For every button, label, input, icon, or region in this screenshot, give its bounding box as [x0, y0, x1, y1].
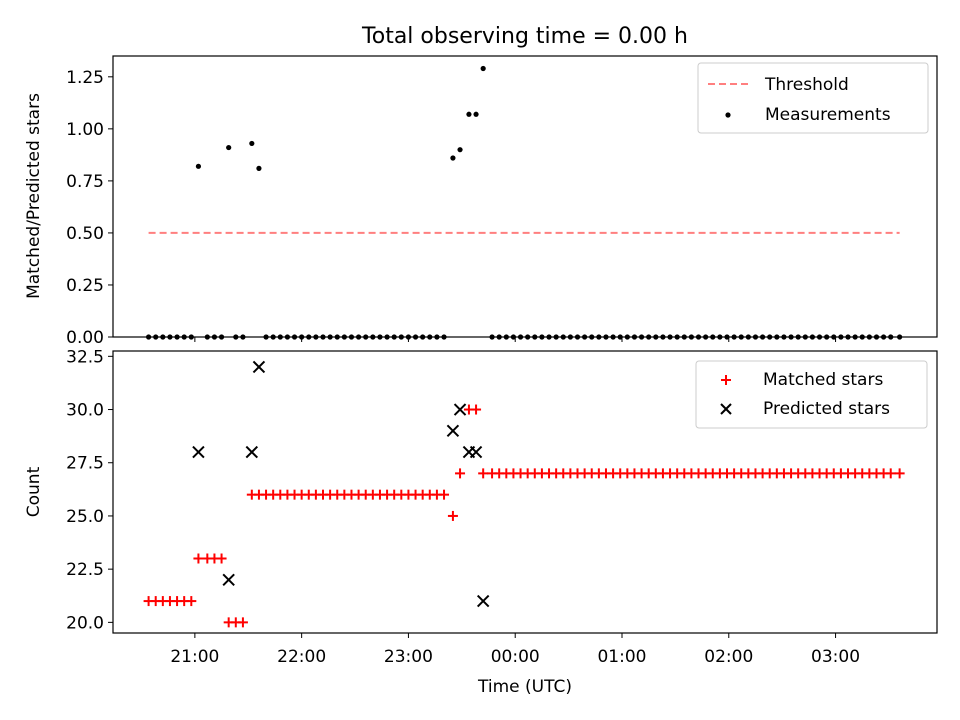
matched-stars-point — [439, 489, 450, 500]
top-y-tick-label: 0.75 — [66, 172, 104, 192]
predicted-legend-swatch — [720, 403, 732, 415]
x-tick-label: 00:00 — [491, 647, 540, 667]
bottom-y-tick-label: 25.0 — [66, 507, 104, 527]
matched-stars-point — [186, 596, 197, 607]
measurements-point — [473, 111, 479, 117]
bottom-y-tick-label: 30.0 — [66, 401, 104, 421]
matched-stars-point — [471, 404, 482, 415]
measurements-point — [457, 147, 463, 153]
top-y-axis-label: Matched/Predicted stars — [24, 93, 44, 299]
matched-stars-point — [455, 468, 466, 479]
measurements-point — [256, 165, 262, 171]
bottom-legend: Matched stars Predicted stars — [695, 360, 928, 429]
predicted-stars-point — [252, 360, 266, 374]
top-panel: 0.00 0.25 0.50 0.75 1.00 1.25 — [66, 55, 938, 348]
matched-stars-point — [193, 553, 204, 564]
matched-legend-label: Matched stars — [763, 370, 883, 390]
x-tick-label: 22:00 — [277, 647, 326, 667]
x-tick-label: 02:00 — [704, 647, 753, 667]
bottom-panel: 20.0 22.5 25.0 27.5 30.0 32.5 21:00 22:00 23:00 0… — [66, 347, 938, 667]
measurements-legend-swatch — [725, 112, 731, 118]
matched-stars-point — [894, 468, 905, 479]
top-y-tick-label: 0.50 — [66, 224, 104, 244]
bottom-axes-frame — [112, 350, 938, 634]
x-tick-label: 01:00 — [597, 647, 646, 667]
top-y-tick-label: 1.25 — [66, 68, 104, 88]
bottom-y-tick-label: 27.5 — [66, 454, 104, 474]
x-tick-label: 21:00 — [170, 647, 219, 667]
top-y-tick-label: 0.00 — [66, 328, 104, 348]
top-y-tick-label: 0.25 — [66, 276, 104, 296]
predicted-legend-label: Predicted stars — [763, 399, 890, 419]
measurements-point — [450, 155, 456, 161]
matched-stars-point — [447, 510, 458, 521]
bottom-y-axis-label: Count — [24, 466, 44, 517]
x-tick-label: 23:00 — [384, 647, 433, 667]
measurements-point — [195, 163, 202, 169]
measurements-legend-label: Measurements — [765, 105, 891, 125]
bottom-y-tick-label: 32.5 — [66, 347, 104, 367]
measurements-point — [249, 140, 255, 147]
matched-stars-point — [478, 468, 489, 479]
predicted-stars-point — [222, 573, 235, 586]
predicted-stars-point — [469, 445, 483, 459]
matched-stars-point — [237, 617, 248, 628]
predicted-stars-point — [192, 445, 205, 459]
top-chart-title: Total observing time = 0.00 h — [361, 24, 688, 49]
measurements-point — [226, 144, 232, 151]
predicted-stars-point — [446, 424, 460, 438]
predicted-stars-point — [245, 445, 259, 459]
predicted-stars-point — [453, 403, 467, 416]
bottom-y-tick-label: 22.5 — [66, 560, 104, 580]
measurements-point — [466, 111, 472, 117]
matched-legend-swatch — [721, 375, 731, 385]
matched-stars-point — [216, 553, 227, 564]
predicted-stars-point — [476, 594, 490, 608]
bottom-y-tick-label: 20.0 — [66, 613, 104, 633]
top-legend-frame — [697, 62, 929, 134]
top-y-tick-label: 1.00 — [66, 120, 104, 140]
matched-stars-point — [885, 468, 896, 479]
x-tick-label: 03:00 — [811, 647, 860, 667]
top-axes-frame — [112, 55, 938, 338]
bottom-legend-frame — [695, 360, 928, 429]
top-legend: Threshold Measurements — [697, 62, 929, 134]
threshold-legend-label: Threshold — [764, 75, 849, 95]
measurements-point — [480, 65, 486, 72]
x-axis-label: Time (UTC) — [477, 677, 572, 697]
